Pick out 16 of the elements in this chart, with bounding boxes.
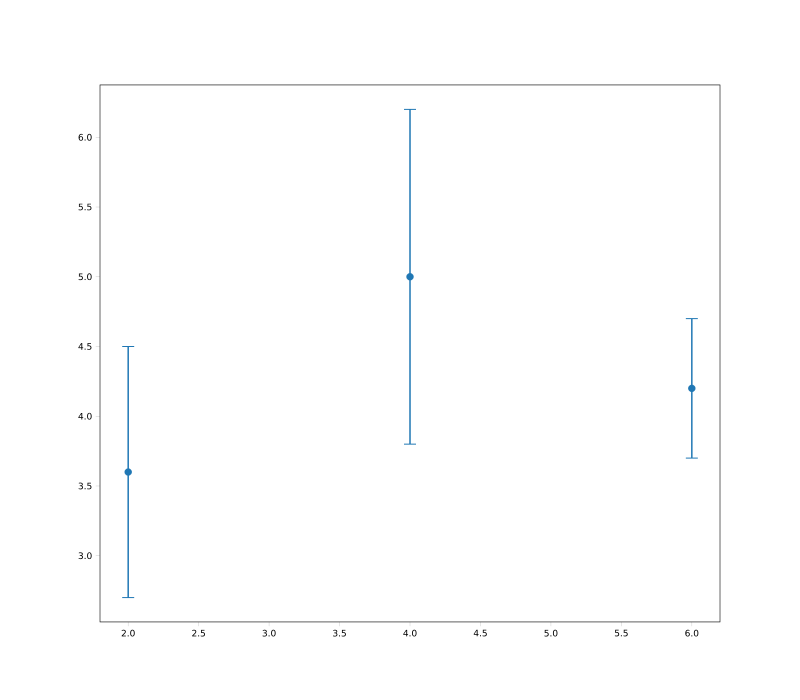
y-tick-label: 4.5 [78, 343, 92, 350]
x-tick-label: 3.0 [262, 630, 276, 637]
x-tick-label: 2.5 [192, 630, 205, 637]
x-tick-label: 6.0 [685, 630, 698, 637]
x-tick-label: 2.0 [122, 630, 135, 637]
y-tick-label: 3.0 [78, 552, 92, 560]
y-tick-label: 6.0 [78, 134, 92, 141]
x-tick-label: 4.5 [474, 630, 487, 636]
x-tick-label: 5.5 [614, 630, 628, 636]
x-tick-label: 5.0 [544, 630, 558, 637]
y-tick-label: 5.5 [78, 204, 92, 210]
y-tick-label: 4.0 [78, 412, 92, 420]
x-tick-label: 4.0 [403, 630, 417, 637]
y-tick-label: 5.0 [78, 273, 92, 280]
x-tick-label: 3.5 [333, 630, 346, 637]
y-tick-label: 3.5 [78, 482, 92, 490]
